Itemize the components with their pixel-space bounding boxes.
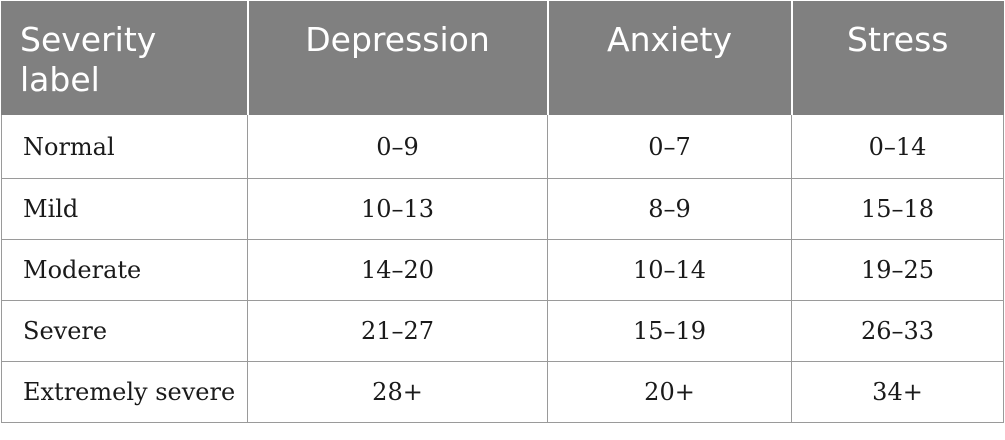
table-row: Severe 21–27 15–19 26–33 [1, 300, 1004, 362]
severity-table: Severity label Depression Anxiety Stress… [1, 1, 1004, 423]
row-label: Normal [1, 114, 248, 179]
table-row: Normal 0–9 0–7 0–14 [1, 114, 1004, 179]
stress-cell: 26–33 [791, 300, 1004, 362]
table-row: Mild 10–13 8–9 15–18 [1, 178, 1004, 240]
header-anxiety: Anxiety [546, 1, 793, 115]
header-depression: Depression [246, 1, 549, 115]
anxiety-cell: 15–19 [547, 300, 792, 362]
stress-cell: 15–18 [791, 178, 1004, 240]
table-body: Normal 0–9 0–7 0–14 Mild 10–13 8–9 15–18… [1, 114, 1004, 423]
row-label: Severe [1, 300, 248, 362]
depression-cell: 0–9 [247, 114, 548, 179]
depression-cell: 28+ [247, 361, 548, 423]
stress-cell: 34+ [791, 361, 1004, 423]
table-row: Extremely severe 28+ 20+ 34+ [1, 361, 1004, 423]
depression-cell: 21–27 [247, 300, 548, 362]
depression-cell: 10–13 [247, 178, 548, 240]
row-label: Mild [1, 178, 248, 240]
anxiety-cell: 10–14 [547, 239, 792, 301]
row-label: Extremely severe [1, 361, 248, 423]
table-header: Severity label Depression Anxiety Stress [1, 1, 1004, 115]
depression-cell: 14–20 [247, 239, 548, 301]
table-row: Moderate 14–20 10–14 19–25 [1, 239, 1004, 301]
header-row: Severity label Depression Anxiety Stress [1, 1, 1004, 115]
anxiety-cell: 20+ [547, 361, 792, 423]
row-label: Moderate [1, 239, 248, 301]
header-severity-label: Severity label [1, 1, 249, 115]
anxiety-cell: 0–7 [547, 114, 792, 179]
anxiety-cell: 8–9 [547, 178, 792, 240]
header-stress: Stress [790, 1, 1004, 115]
stress-cell: 0–14 [791, 114, 1004, 179]
stress-cell: 19–25 [791, 239, 1004, 301]
